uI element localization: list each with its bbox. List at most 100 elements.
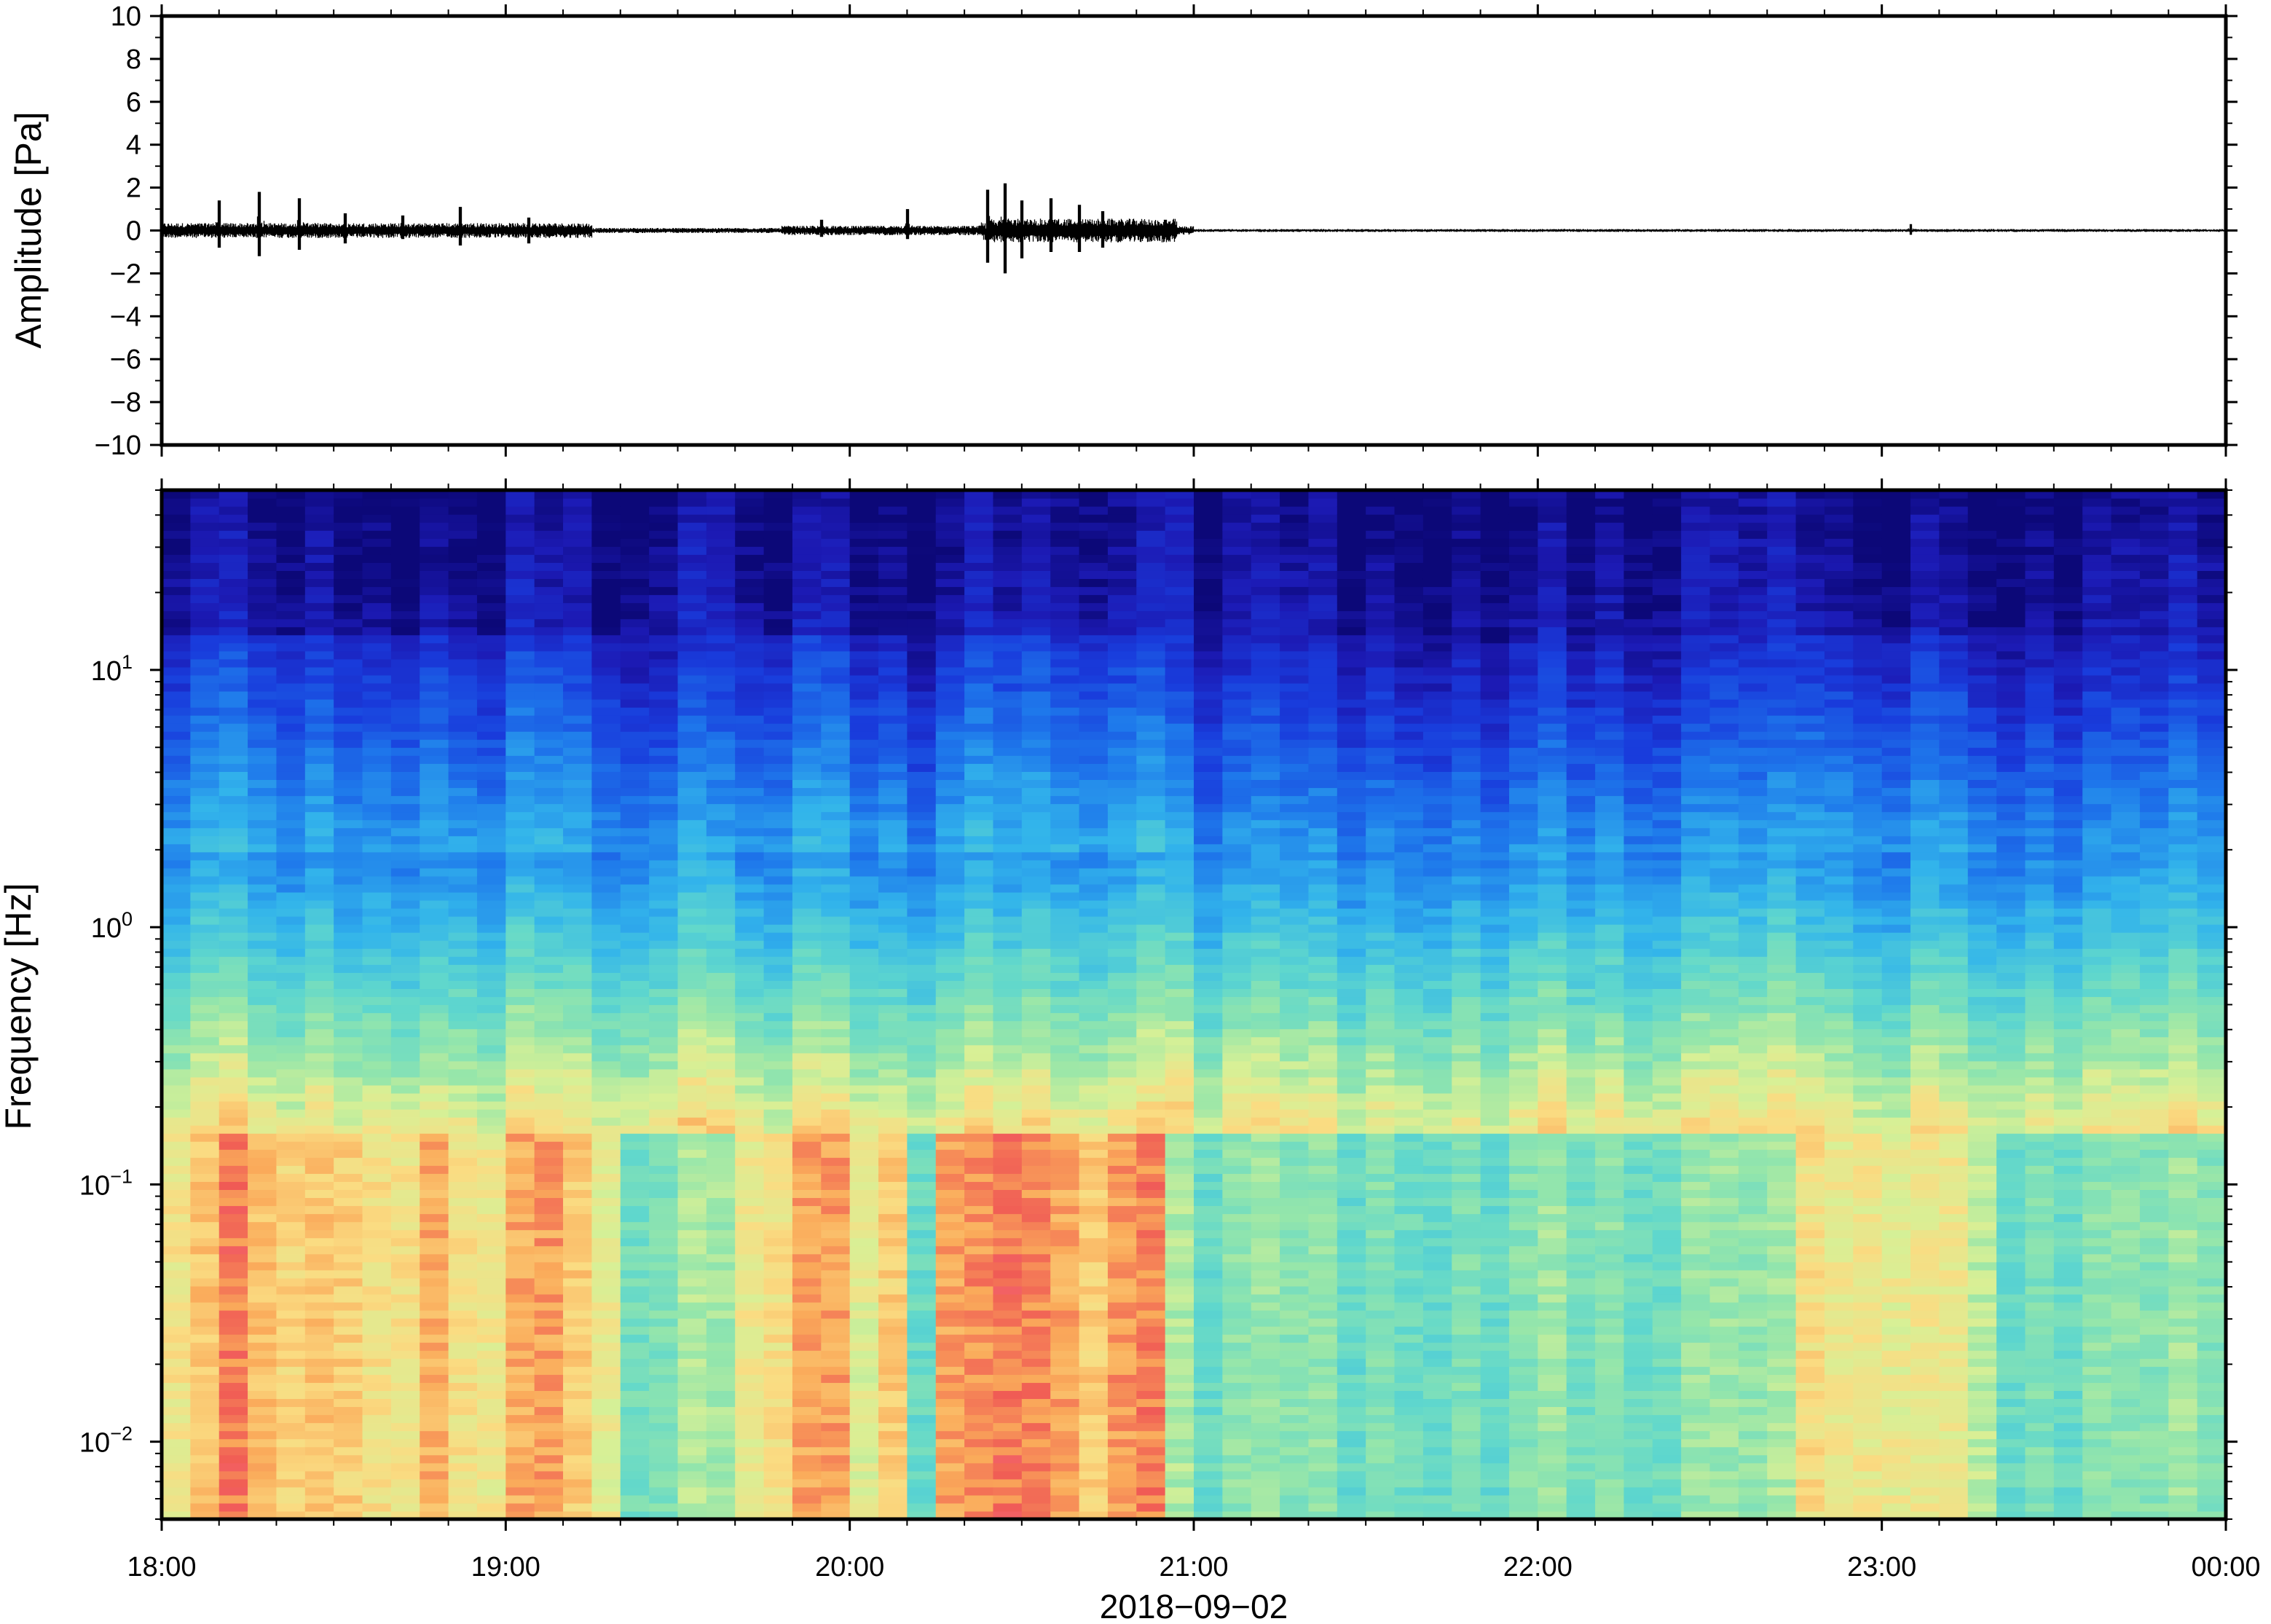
spectrogram-cell xyxy=(792,867,822,877)
spectrogram-cell xyxy=(935,1342,965,1351)
spectrogram-cell xyxy=(448,932,478,941)
spectrogram-cell xyxy=(964,1494,994,1504)
spectrogram-cell xyxy=(677,948,707,957)
spectrogram-cell xyxy=(190,916,220,925)
spectrogram-cell xyxy=(735,690,765,700)
spectrogram-cell xyxy=(534,1052,564,1062)
spectrogram-cell xyxy=(304,715,334,724)
spectrogram-cell xyxy=(276,682,306,692)
spectrogram-cell xyxy=(763,1052,793,1062)
spectrogram-cell xyxy=(706,1502,736,1512)
spectrogram-cell xyxy=(849,1044,879,1054)
spectrogram-cell xyxy=(1107,795,1137,805)
spectrogram-cell xyxy=(1165,1398,1194,1408)
spectrogram-cell xyxy=(334,811,363,821)
spectrogram-cell xyxy=(190,1109,220,1118)
spectrogram-cell xyxy=(907,1462,937,1472)
spectrogram-cell xyxy=(849,586,879,596)
spectrogram-cell xyxy=(677,1165,707,1174)
spectrogram-cell xyxy=(276,1406,306,1416)
spectrogram-cell xyxy=(1194,1060,1223,1070)
spectrogram-cell xyxy=(935,1020,965,1030)
spectrogram-cell xyxy=(534,1406,564,1416)
spectrogram-cell xyxy=(1050,1366,1080,1375)
spectrogram-cell xyxy=(620,1366,650,1375)
spectrogram-cell xyxy=(1165,1092,1194,1102)
spectrogram-cell xyxy=(1107,1261,1137,1271)
spectrogram-cell xyxy=(420,682,449,692)
spectrogram-cell xyxy=(1194,916,1223,925)
spectrogram-cell xyxy=(248,1502,278,1512)
spectrogram-cell xyxy=(448,1197,478,1207)
spectrogram-cell xyxy=(620,1478,650,1488)
spectrogram-cell xyxy=(334,1430,363,1440)
spectrogram-cell xyxy=(792,1084,822,1094)
spectrogram-cell xyxy=(1222,1189,1252,1199)
spectrogram-cell xyxy=(390,1438,420,1448)
spectrogram-cell xyxy=(993,602,1023,612)
spectrogram-cell xyxy=(907,747,937,756)
spectrogram-cell xyxy=(362,908,392,917)
spectrogram-cell xyxy=(1165,1133,1194,1142)
spectrogram-cell xyxy=(1021,1004,1051,1014)
spectrogram-cell xyxy=(935,964,965,973)
spectrogram-cell xyxy=(935,1173,965,1182)
spectrogram-cell xyxy=(620,819,650,829)
spectrogram-cell xyxy=(1136,883,1166,893)
spectrogram-cell xyxy=(1251,1117,1280,1126)
spectrogram-cell xyxy=(219,1181,248,1190)
spectrogram-cell xyxy=(563,1358,593,1367)
spectrogram-cell xyxy=(190,899,220,909)
spectrogram-cell xyxy=(248,1486,278,1496)
spectrogram-cell xyxy=(821,538,851,547)
spectrogram-cell xyxy=(162,908,191,917)
spectrogram-cell xyxy=(1050,626,1080,636)
spectrogram-cell xyxy=(248,731,278,740)
spectrogram-cell xyxy=(390,546,420,555)
spectrogram-cell xyxy=(1222,514,1252,523)
spectrogram-cell xyxy=(849,1342,879,1351)
spectrogram-cell xyxy=(907,498,937,507)
spectrogram-cell xyxy=(534,1092,564,1102)
spectrogram-cell xyxy=(849,875,879,885)
spectrogram-cell xyxy=(362,602,392,612)
spectrogram-cell xyxy=(964,948,994,957)
spectrogram-cell xyxy=(620,1084,650,1094)
spectrogram-cell xyxy=(993,1486,1023,1496)
spectrogram-cell xyxy=(276,1012,306,1022)
spectrogram-cell xyxy=(620,1382,650,1391)
spectrogram-cell xyxy=(620,530,650,539)
spectrogram-cell xyxy=(219,1165,248,1174)
spectrogram-cell xyxy=(334,1334,363,1343)
spectrogram-cell xyxy=(935,1301,965,1311)
spectrogram-cell xyxy=(792,1438,822,1448)
spectrogram-cell xyxy=(448,1028,478,1038)
spectrogram-cell xyxy=(677,980,707,990)
spectrogram-cell xyxy=(591,1358,621,1367)
spectrogram-cell xyxy=(219,1277,248,1287)
spectrogram-cell xyxy=(907,1293,937,1303)
spectrogram-cell xyxy=(1136,891,1166,901)
spectrogram-cell xyxy=(1079,1470,1109,1480)
spectrogram-cell xyxy=(534,1285,564,1295)
spectrogram-cell xyxy=(735,1092,765,1102)
spectrogram-cell xyxy=(534,1004,564,1014)
spectrogram-cell xyxy=(706,924,736,933)
spectrogram-cell xyxy=(735,891,765,901)
spectrogram-cell xyxy=(677,594,707,604)
spectrogram-cell xyxy=(534,1390,564,1400)
spectrogram-cell xyxy=(362,940,392,949)
spectrogram-cell xyxy=(649,1366,679,1375)
spectrogram-cell xyxy=(591,562,621,571)
spectrogram-cell xyxy=(1107,1036,1137,1046)
spectrogram-cell xyxy=(706,1398,736,1408)
spectrogram-cell xyxy=(563,827,593,837)
spectrogram-cell xyxy=(219,642,248,652)
spectrogram-cell xyxy=(1050,908,1080,917)
spectrogram-cell xyxy=(763,1133,793,1142)
spectrogram-cell xyxy=(276,723,306,732)
spectrogram-cell xyxy=(1050,964,1080,973)
spectrogram-cell xyxy=(706,1374,736,1383)
spectrogram-cell xyxy=(248,883,278,893)
spectrogram-cell xyxy=(276,618,306,628)
